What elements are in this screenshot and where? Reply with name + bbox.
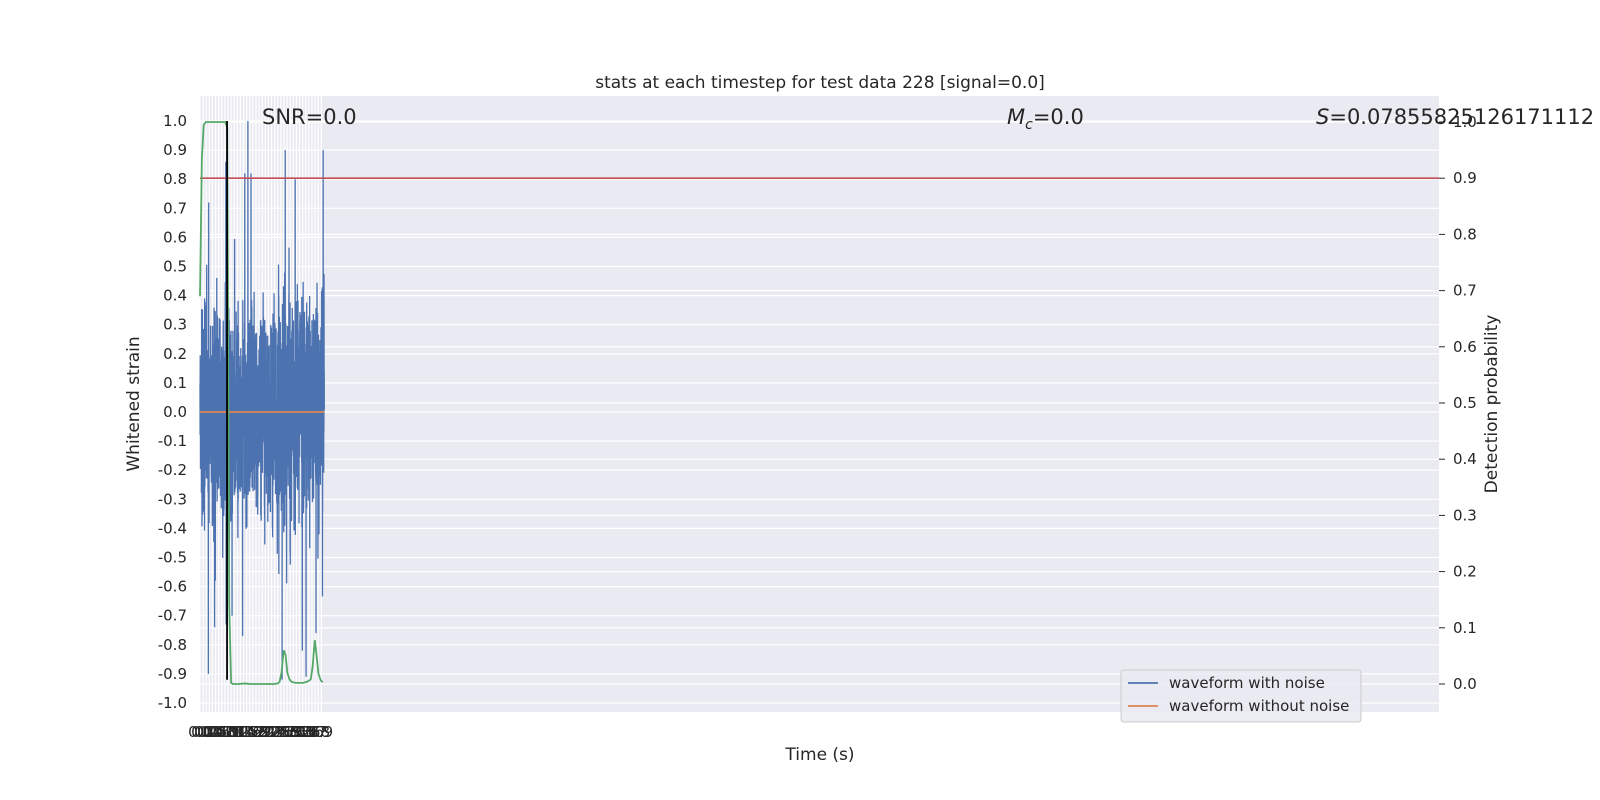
x-tick-label: 0.7 [210, 723, 234, 741]
x-tick-label: 2.7 [272, 723, 296, 741]
x-tick-label: 1.3 [229, 723, 253, 741]
y-tick-label-right: 0.3 [1453, 506, 1477, 524]
y-tick-label-right: 0.9 [1453, 169, 1477, 187]
y-tick-label-left: -1.0 [158, 694, 187, 712]
y-axis-title-left: Whitened strain [124, 336, 144, 471]
series-detection-probability [199, 121, 324, 685]
x-tick-label: 0.6 [207, 723, 231, 741]
y-tick-label-left: -0.8 [158, 636, 187, 654]
x-tick-label: 2.3 [260, 723, 284, 741]
x-axis-title: Time (s) [784, 745, 854, 765]
x-tick-label: 3.6 [300, 723, 324, 741]
s-annotation: S=0.07855825126171112 [1316, 105, 1594, 129]
y-tick-label-left: 0.0 [163, 403, 187, 421]
x-tick-label: 2.2 [256, 723, 280, 741]
y-tick-label-left: 0.3 [163, 316, 187, 334]
x-tick-label: 1.5 [235, 723, 259, 741]
x-tick-label: 1.9 [247, 723, 271, 741]
x-tick-label: 2.5 [266, 723, 290, 741]
y-tick-label-left: 0.7 [163, 199, 187, 217]
y-ticks-left: 1.0 0.9 0.8 0.7 0.6 0.5 0.4 0.3 0.2 0.1 0.0 -0.1 -0.… [158, 112, 187, 712]
x-tick-label: 1.0 [219, 723, 243, 741]
x-tick-label: 3.5 [297, 723, 321, 741]
y-tick-label-right: 1.0 [1453, 113, 1477, 131]
x-tick-label: 0.8 [213, 723, 237, 741]
y-tick-label-right: 0.8 [1453, 225, 1477, 243]
x-tick-label: 1.6 [238, 723, 262, 741]
x-tick-label: 0.2 [194, 723, 218, 741]
y-tick-label-right: 0.7 [1453, 282, 1477, 300]
y-tick-label-right: 0.2 [1453, 563, 1477, 581]
x-tick-label: 0.0 [188, 723, 212, 741]
x-tick-label: 3.9 [309, 723, 333, 741]
y-tick-label-left: -0.5 [158, 549, 187, 567]
mc-value: =0.0 [1033, 105, 1084, 129]
x-tick-label: 0.4 [201, 723, 225, 741]
y-tick-label-left: 0.2 [163, 345, 187, 363]
x-tick-label: 3.7 [303, 723, 327, 741]
x-tick-label: 0.9 [216, 723, 240, 741]
mc-annotation: Mc=0.0 [1007, 105, 1084, 133]
x-tick-label: 1.4 [232, 723, 256, 741]
x-tick-label: 1.1 [222, 723, 246, 741]
x-tick-label: 1.8 [244, 723, 268, 741]
x-tick-label: 3.4 [294, 723, 318, 741]
legend-label-noise: waveform with noise [1169, 674, 1325, 692]
series-waveform-with-noise [199, 120, 325, 680]
y-tick-label-left: -0.7 [158, 607, 187, 625]
chart-title: stats at each timestep for test data 228… [595, 73, 1045, 93]
mc-subscript: c [1025, 117, 1033, 133]
y-tick-label-left: 0.4 [163, 287, 187, 305]
y-tick-label-right: 0.6 [1453, 338, 1477, 356]
plot-area-background [200, 96, 1439, 712]
s-symbol: S [1316, 105, 1329, 129]
y-tick-label-left: 0.6 [163, 228, 187, 246]
x-tick-label: 2.8 [275, 723, 299, 741]
x-tick-label: 3.3 [291, 723, 315, 741]
x-tick-label: 0.1 [191, 723, 215, 741]
y-tick-label-right: 0.4 [1453, 450, 1477, 468]
y-tick-label-left: 0.5 [163, 258, 187, 276]
x-tick-label: 3.1 [284, 723, 308, 741]
y-tick-label-left: 1.0 [163, 112, 187, 130]
mc-symbol: M [1007, 105, 1025, 129]
y-tick-label-left: -0.3 [158, 490, 187, 508]
y-axis-title-right: Detection probability [1482, 315, 1502, 494]
y-tick-label-left: 0.1 [163, 374, 187, 392]
y-tick-label-left: 0.9 [163, 141, 187, 159]
x-tick-label: 0.3 [197, 723, 221, 741]
snr-annotation: SNR=0.0 [262, 105, 357, 129]
legend: waveform with noise waveform without noi… [1120, 669, 1362, 723]
s-value: =0.07855825126171112 [1329, 105, 1594, 129]
y-tick-label-right: 0.5 [1453, 394, 1477, 412]
data-layer [199, 120, 1439, 685]
x-tick-label: 2.9 [278, 723, 302, 741]
x-tick-label: 3.0 [281, 723, 305, 741]
y-tick-label-left: -0.4 [158, 519, 187, 537]
y-tick-label-left: -0.6 [158, 578, 187, 596]
y-tick-label-left: 0.8 [163, 170, 187, 188]
y-tick-label-right: 0.0 [1453, 675, 1477, 693]
x-tick-label: 1.2 [225, 723, 249, 741]
y-tick-label-left: -0.1 [158, 432, 187, 450]
x-tick-label: 3.8 [306, 723, 330, 741]
y-tick-label-left: -0.9 [158, 665, 187, 683]
x-tick-label: 0.5 [204, 723, 228, 741]
x-ticks: 0.00.10.20.30.40.50.60.70.80.91.01.11.21… [188, 723, 333, 741]
legend-label-clean: waveform without noise [1169, 697, 1349, 715]
x-tick-label: 2.1 [253, 723, 277, 741]
x-tick-label: 1.7 [241, 723, 265, 741]
x-tick-label: 2.6 [269, 723, 293, 741]
legend-box [1120, 669, 1362, 723]
y-tick-label-left: -0.2 [158, 461, 187, 479]
x-tick-label: 2.4 [263, 723, 287, 741]
x-tick-label: 3.2 [288, 723, 312, 741]
y-tick-label-right: 0.1 [1453, 619, 1477, 637]
x-tick-label: 2.0 [250, 723, 274, 741]
y-ticks-right: 1.0 0.9 0.8 0.7 0.6 0.5 0.4 0.3 0.2 0.1 0.0 [1439, 113, 1477, 693]
